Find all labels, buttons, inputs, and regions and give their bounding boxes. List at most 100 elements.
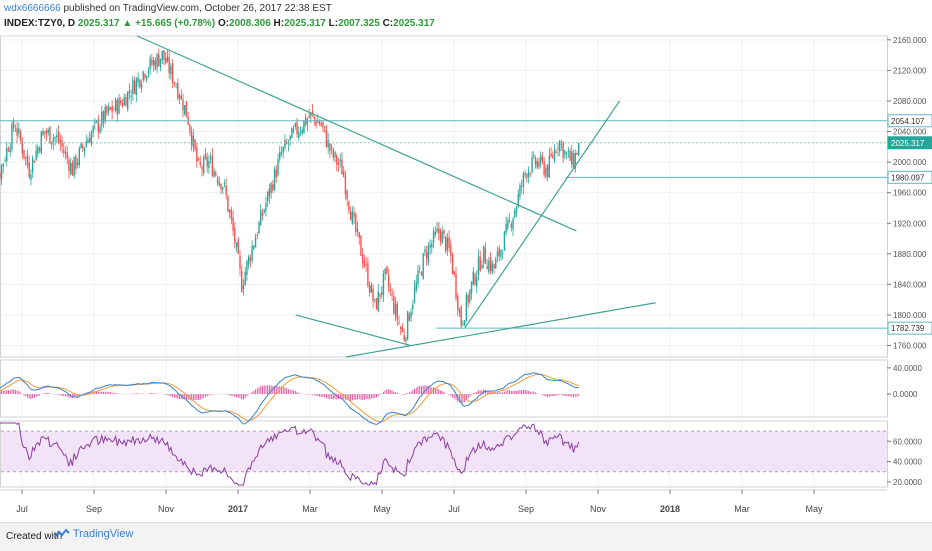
candle <box>401 322 404 333</box>
candle-body <box>507 220 509 228</box>
candle-body <box>424 249 426 253</box>
candle-body <box>323 126 326 129</box>
candle <box>294 122 297 130</box>
candle-body <box>256 234 258 237</box>
close-value: 2025.317 <box>393 18 435 29</box>
candle-body <box>486 265 488 270</box>
candle <box>434 226 436 239</box>
candle <box>26 149 29 169</box>
time-tick-label: 2018 <box>660 504 680 514</box>
candle-body <box>381 292 383 295</box>
candle <box>453 270 455 277</box>
rsi-tick-label: 40.0000 <box>893 458 922 467</box>
candle-body <box>386 266 388 274</box>
candle-body <box>469 289 471 302</box>
candle <box>76 158 79 169</box>
chart-canvas[interactable]: 1760.000 1800.000 1840.000 1880.000 1920.000… <box>0 0 932 522</box>
candle <box>569 148 571 161</box>
low-label: L: <box>328 18 339 29</box>
candle-body <box>337 162 340 165</box>
candle-body <box>527 170 530 178</box>
candle <box>400 325 402 336</box>
candle-body <box>196 147 198 162</box>
candle-body <box>189 124 191 133</box>
candle-body <box>166 56 169 62</box>
symbol-label[interactable]: INDEX:TZY0, D <box>4 18 76 29</box>
candle <box>427 241 430 266</box>
candle-body <box>218 181 220 186</box>
grid-lines <box>0 36 887 487</box>
candle <box>377 283 379 313</box>
candle-body <box>88 137 91 143</box>
author-link[interactable]: wdx6666666 <box>4 3 61 14</box>
candle-body <box>405 337 407 342</box>
candle-body <box>102 111 105 123</box>
candle-body <box>574 152 576 169</box>
candle-body <box>7 149 10 152</box>
candle-body <box>512 218 514 230</box>
candle-body <box>177 82 179 99</box>
candle-body <box>567 150 570 152</box>
candle <box>37 144 39 158</box>
candle <box>61 135 63 154</box>
candle <box>519 182 521 201</box>
candle-body <box>496 251 499 258</box>
candle <box>515 205 518 217</box>
candle <box>275 165 278 183</box>
candle <box>393 289 395 316</box>
candle <box>161 50 163 64</box>
candle <box>562 141 564 163</box>
candle-body <box>505 223 507 233</box>
candle-body <box>514 210 516 218</box>
candle <box>451 252 454 275</box>
candle <box>56 128 58 143</box>
candle <box>71 160 74 176</box>
candle-body <box>2 163 4 167</box>
candle <box>107 102 110 116</box>
candle <box>298 126 300 142</box>
candle <box>241 264 243 293</box>
candle <box>209 152 212 164</box>
candle <box>325 124 328 148</box>
candle-body <box>298 132 300 138</box>
candle <box>75 153 77 175</box>
candle <box>496 246 499 263</box>
candle <box>279 145 281 163</box>
candle <box>465 291 468 322</box>
candle <box>572 149 575 169</box>
candle <box>344 170 347 200</box>
candle <box>315 118 317 129</box>
candle-body <box>182 99 184 111</box>
candle-body <box>203 157 205 174</box>
candle <box>508 213 511 224</box>
candle <box>424 245 426 257</box>
candle <box>123 93 125 106</box>
candle <box>246 259 248 282</box>
candle <box>126 90 129 112</box>
price-tick-label: 2000.000 <box>893 158 927 167</box>
candle <box>227 194 229 213</box>
candle-body <box>306 119 309 124</box>
candle <box>332 147 335 161</box>
candle <box>446 233 449 256</box>
candle-body <box>393 295 395 314</box>
candle <box>49 126 51 144</box>
tradingview-link[interactable]: TradingView <box>54 528 133 540</box>
candle-body <box>315 120 317 127</box>
candle-body <box>35 150 37 161</box>
candle <box>33 160 36 163</box>
candle-body <box>56 135 58 138</box>
candle-body <box>463 320 466 326</box>
candle-body <box>21 141 23 154</box>
candle <box>431 240 433 254</box>
macd-axis: 0.0000 40.0000 <box>887 364 922 399</box>
candle <box>116 97 119 123</box>
candle-body <box>184 105 186 115</box>
candle <box>40 130 42 154</box>
candle-body <box>68 159 70 172</box>
price-badge: 2054.107 <box>887 114 932 128</box>
candle-body <box>510 224 513 228</box>
candle-body <box>389 289 392 291</box>
candle <box>382 269 385 303</box>
candle <box>538 157 540 170</box>
